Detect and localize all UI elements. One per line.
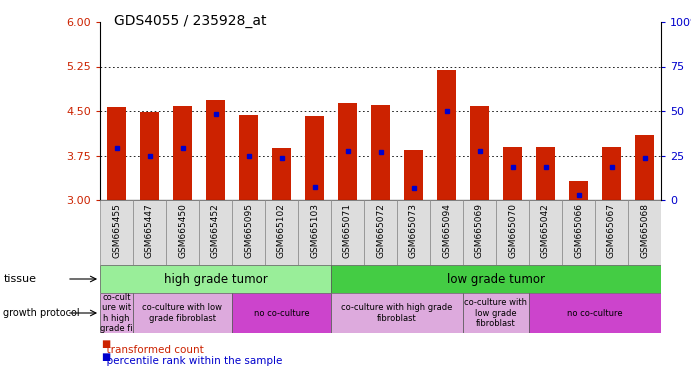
Text: GSM665071: GSM665071 [343, 203, 352, 258]
Bar [331, 265, 661, 293]
Text: GSM665103: GSM665103 [310, 203, 319, 258]
Text: transformed count: transformed count [100, 345, 204, 355]
Text: percentile rank within the sample: percentile rank within the sample [100, 356, 283, 366]
Text: GSM665042: GSM665042 [541, 203, 550, 258]
Text: GSM665067: GSM665067 [607, 203, 616, 258]
Bar [470, 106, 489, 200]
Bar [106, 108, 126, 200]
Bar [133, 200, 166, 265]
Bar [100, 200, 133, 265]
Bar [602, 147, 621, 200]
Bar [634, 135, 654, 200]
Bar [562, 200, 595, 265]
Bar [140, 112, 160, 200]
Bar [238, 114, 258, 200]
Text: co-cult
ure wit
h high
grade fi: co-cult ure wit h high grade fi [100, 293, 133, 333]
Bar [397, 200, 430, 265]
Bar [496, 200, 529, 265]
Text: GSM665455: GSM665455 [112, 203, 121, 258]
Text: GSM665450: GSM665450 [178, 203, 187, 258]
Text: ■: ■ [102, 339, 111, 349]
Text: no co-culture: no co-culture [254, 308, 310, 318]
Bar [370, 105, 390, 200]
Text: GSM665070: GSM665070 [508, 203, 517, 258]
Text: GDS4055 / 235928_at: GDS4055 / 235928_at [114, 14, 266, 28]
Bar [331, 293, 463, 333]
Text: ■: ■ [102, 352, 111, 362]
Bar [100, 293, 133, 333]
Bar [232, 200, 265, 265]
Bar [529, 200, 562, 265]
Bar [595, 200, 628, 265]
Text: GSM665068: GSM665068 [640, 203, 649, 258]
Text: GSM665066: GSM665066 [574, 203, 583, 258]
Text: GSM665447: GSM665447 [145, 203, 154, 258]
Text: low grade tumor: low grade tumor [447, 273, 545, 285]
Text: co-culture with low
grade fibroblast: co-culture with low grade fibroblast [142, 303, 223, 323]
Bar [331, 200, 364, 265]
Bar [173, 106, 192, 200]
Bar [463, 293, 529, 333]
Text: co-culture with high grade
fibroblast: co-culture with high grade fibroblast [341, 303, 453, 323]
Text: tissue: tissue [3, 274, 37, 284]
Bar [206, 100, 225, 200]
Bar [199, 200, 232, 265]
Bar [502, 147, 522, 200]
Bar [628, 200, 661, 265]
Bar [364, 200, 397, 265]
Bar [437, 70, 456, 200]
Text: growth protocol: growth protocol [3, 308, 80, 318]
Text: GSM665102: GSM665102 [277, 203, 286, 258]
Bar [265, 200, 298, 265]
Bar [463, 200, 496, 265]
Bar [305, 116, 324, 200]
Text: GSM665069: GSM665069 [475, 203, 484, 258]
Bar [166, 200, 199, 265]
Bar [536, 147, 556, 200]
Bar [298, 200, 331, 265]
Bar [232, 293, 331, 333]
Bar [133, 293, 232, 333]
Text: GSM665095: GSM665095 [244, 203, 253, 258]
Bar [272, 148, 292, 200]
Bar [569, 181, 589, 200]
Text: GSM665073: GSM665073 [409, 203, 418, 258]
Text: GSM665094: GSM665094 [442, 203, 451, 258]
Text: high grade tumor: high grade tumor [164, 273, 267, 285]
Bar [529, 293, 661, 333]
Bar [404, 149, 424, 200]
Bar [100, 265, 331, 293]
Text: no co-culture: no co-culture [567, 308, 623, 318]
Text: GSM665452: GSM665452 [211, 203, 220, 258]
Text: GSM665072: GSM665072 [376, 203, 385, 258]
Bar [338, 103, 357, 200]
Text: co-culture with
low grade
fibroblast: co-culture with low grade fibroblast [464, 298, 527, 328]
Bar [430, 200, 463, 265]
